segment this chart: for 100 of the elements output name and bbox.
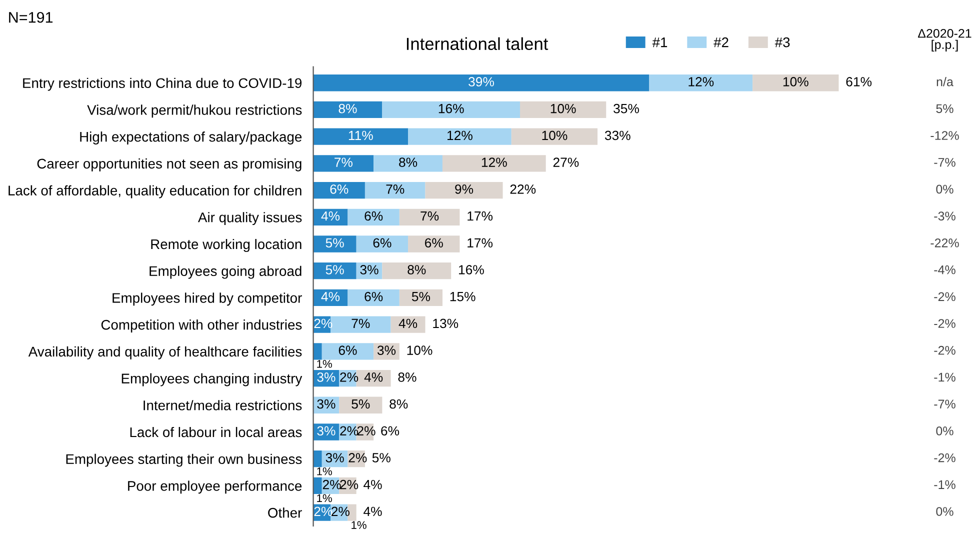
bar (649, 74, 753, 92)
data-label: 4% (364, 372, 383, 382)
data-label: 10% (550, 104, 576, 114)
y-tick-label: Employees hired by competitor (112, 292, 302, 306)
total-label: 6% (381, 426, 400, 436)
bar (382, 101, 520, 118)
y-tick-label: Other (268, 508, 302, 518)
y-tick-label: High expectations of salary/package (80, 132, 302, 144)
total-label: 13% (433, 318, 458, 328)
data-label: 3% (317, 372, 336, 382)
data-label: 3% (326, 453, 344, 462)
data-label: 2% (340, 480, 358, 490)
data-label: 8% (399, 158, 418, 167)
y-tick-label: Internet/media restrictions (144, 400, 302, 410)
total-label: 17% (468, 238, 493, 248)
data-label: 1% (317, 467, 332, 476)
bar (313, 236, 356, 252)
data-label: 2% (322, 480, 341, 490)
text: -1% (934, 372, 956, 382)
data-label: 7% (386, 184, 404, 194)
legend-label: #2 (714, 37, 728, 48)
text: -7% (934, 158, 956, 167)
data-label: 10% (783, 77, 808, 86)
bar (313, 101, 382, 118)
total-label: 4% (364, 480, 382, 490)
bar (313, 182, 365, 199)
text: -2% (934, 319, 956, 328)
data-label: 1% (352, 521, 366, 529)
bar (408, 128, 512, 145)
data-label: 4% (398, 318, 418, 328)
text: N=191 (9, 12, 53, 23)
bar (390, 316, 426, 333)
total-label: 35% (614, 104, 639, 114)
data-label: 4% (321, 211, 340, 221)
bar (520, 101, 606, 118)
y-tick-label: Lack of affordable, quality education for children (8, 185, 302, 198)
y-tick-label: Poor employee performance (128, 480, 302, 494)
text: -22% (930, 238, 959, 248)
y-tick-label: Remote working location (151, 238, 302, 252)
text: -7% (934, 400, 956, 408)
bar (399, 208, 460, 226)
text: 0% (936, 184, 954, 194)
text: n/a (936, 77, 954, 86)
data-label: 3% (317, 399, 336, 409)
data-label: 3% (377, 346, 396, 355)
data-label: 8% (338, 104, 357, 114)
text: -1% (934, 480, 956, 490)
text: -12% (930, 131, 959, 140)
data-label: 7% (334, 158, 352, 167)
total-label: 17% (468, 211, 493, 221)
text: -2% (934, 453, 956, 462)
bar (752, 74, 839, 92)
y-tick-label: Air quality issues (198, 212, 302, 226)
data-label: 12% (448, 130, 472, 140)
total-label: 10% (407, 346, 432, 355)
bar (322, 343, 374, 360)
y-tick-label: Employees starting their own business (66, 454, 302, 467)
data-label: 5% (326, 265, 344, 274)
data-label: 2% (348, 453, 367, 462)
text: 0% (936, 507, 954, 516)
bar (348, 289, 400, 306)
y-tick-label: Visa/work permit/hukou restrictions (87, 104, 302, 118)
bar (330, 316, 391, 333)
text: Δ2020-21 [p.p.] (918, 28, 972, 52)
chart-title: International talent (406, 37, 548, 50)
data-label: 5% (352, 399, 370, 409)
bar (356, 236, 408, 252)
text: -3% (934, 212, 956, 220)
text: 0% (936, 426, 954, 436)
y-tick-label: Career opportunities not seen as promising (37, 158, 302, 172)
total-label: 4% (364, 506, 382, 516)
data-label: 6% (364, 211, 383, 221)
total-label: 8% (398, 372, 416, 382)
bar (313, 343, 322, 360)
bar (425, 182, 503, 199)
y-tick-label: Availability and quality of healthcare facilities (28, 346, 302, 360)
bar (382, 262, 452, 280)
bar (313, 450, 322, 468)
total-label: 22% (510, 184, 536, 194)
data-label: 2% (357, 426, 376, 436)
total-label: 5% (372, 453, 390, 462)
bar (339, 396, 382, 414)
data-label: 5% (326, 238, 344, 248)
legend-label: #1 (652, 38, 668, 48)
data-label: 2% (332, 506, 350, 516)
data-label: 39% (468, 77, 494, 86)
text: 5% (936, 104, 954, 114)
data-label: 10% (542, 130, 568, 140)
bar (364, 182, 426, 199)
data-label: 7% (352, 318, 370, 328)
bar (374, 343, 400, 360)
y-tick-label: Competition with other industries (101, 320, 302, 332)
data-label: 6% (364, 292, 383, 302)
total-label: 27% (553, 158, 579, 167)
data-label: 1% (317, 360, 332, 368)
bar (348, 208, 400, 226)
data-label: 6% (330, 184, 348, 194)
data-label: 6% (425, 238, 443, 248)
text: -4% (934, 265, 956, 274)
data-label: 7% (420, 211, 439, 221)
